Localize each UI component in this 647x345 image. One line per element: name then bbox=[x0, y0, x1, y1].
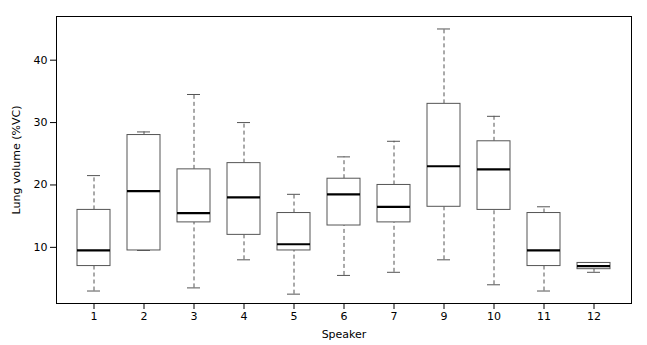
svg-text:40: 40 bbox=[34, 54, 48, 67]
svg-text:20: 20 bbox=[34, 178, 48, 191]
svg-text:4: 4 bbox=[241, 310, 248, 323]
svg-text:1: 1 bbox=[91, 310, 98, 323]
svg-text:10: 10 bbox=[487, 310, 501, 323]
svg-text:30: 30 bbox=[34, 116, 48, 129]
svg-text:3: 3 bbox=[191, 310, 198, 323]
svg-text:5: 5 bbox=[291, 310, 298, 323]
svg-text:7: 7 bbox=[391, 310, 398, 323]
svg-text:6: 6 bbox=[341, 310, 348, 323]
svg-text:Lung volume (%VC): Lung volume (%VC) bbox=[10, 106, 23, 215]
svg-text:12: 12 bbox=[587, 310, 601, 323]
svg-text:2: 2 bbox=[141, 310, 148, 323]
svg-text:10: 10 bbox=[34, 241, 48, 254]
svg-text:Speaker: Speaker bbox=[322, 328, 367, 341]
svg-text:9: 9 bbox=[441, 310, 448, 323]
svg-text:11: 11 bbox=[537, 310, 551, 323]
